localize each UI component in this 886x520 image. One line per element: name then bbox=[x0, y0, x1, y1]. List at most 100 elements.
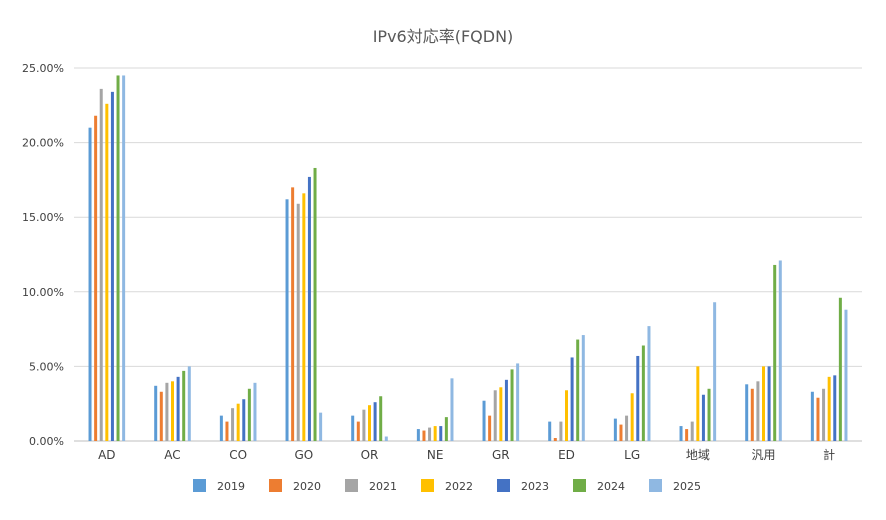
bar-2023-NE bbox=[439, 426, 443, 441]
bar-2019-AD bbox=[88, 127, 92, 442]
bar-2020-OR bbox=[356, 421, 360, 441]
bar-2021-AC bbox=[165, 382, 169, 441]
x-tick-label: NE bbox=[427, 448, 444, 462]
legend-label-2021: 2021 bbox=[369, 480, 397, 493]
bar-2024-計 bbox=[838, 297, 842, 441]
y-axis-tick-labels: 0.00% 5.00% 10.00% 15.00% 20.00% 25.00% bbox=[22, 62, 64, 448]
bar-2024-ED bbox=[576, 339, 580, 441]
bar-2020-ED bbox=[553, 438, 557, 441]
bar-2023-地域 bbox=[701, 394, 705, 441]
bar-2020-計 bbox=[816, 397, 820, 441]
bar-2023-ED bbox=[570, 357, 574, 441]
bar-2019-GR bbox=[482, 400, 486, 441]
legend-label-2023: 2023 bbox=[521, 480, 549, 493]
x-tick-label: 汎用 bbox=[751, 448, 775, 462]
grid-lines bbox=[74, 67, 862, 442]
bar-2020-GR bbox=[488, 415, 492, 441]
bar-2023-汎用 bbox=[767, 366, 771, 441]
bar-2023-AD bbox=[110, 91, 114, 441]
bar-2020-LG bbox=[619, 424, 623, 441]
legend-swatch-2023 bbox=[497, 479, 510, 492]
legend-swatch-2020 bbox=[269, 479, 282, 492]
bar-2020-CO bbox=[225, 421, 229, 441]
bar-2025-OR bbox=[384, 436, 388, 441]
bar-2022-LG bbox=[630, 393, 634, 441]
bar-2024-GR bbox=[510, 369, 514, 441]
bar-2019-NE bbox=[416, 429, 420, 441]
x-tick-label: AC bbox=[164, 448, 180, 462]
bar-2021-NE bbox=[428, 427, 432, 441]
x-tick-label: 地域 bbox=[686, 448, 710, 462]
bar-2019-LG bbox=[613, 418, 617, 441]
legend-label-2019: 2019 bbox=[217, 480, 245, 493]
legend-label-2025: 2025 bbox=[673, 480, 701, 493]
bar-2019-汎用 bbox=[745, 384, 749, 441]
legend: 2019 2020 2021 2022 2023 2024 2025 bbox=[193, 479, 701, 493]
bar-2020-AD bbox=[94, 115, 98, 441]
legend-label-2022: 2022 bbox=[445, 480, 473, 493]
bar-2019-GO bbox=[285, 199, 289, 441]
bar-2025-GO bbox=[319, 412, 323, 441]
bar-2025-CO bbox=[253, 382, 257, 441]
bar-2021-GO bbox=[296, 203, 300, 441]
bar-2022-地域 bbox=[696, 366, 700, 441]
bar-2025-GR bbox=[516, 363, 520, 441]
x-tick-label: OR bbox=[361, 448, 379, 462]
bar-2019-CO bbox=[219, 415, 223, 441]
bar-2020-AC bbox=[159, 391, 163, 441]
bar-2023-AC bbox=[176, 376, 180, 441]
bar-2025-汎用 bbox=[778, 260, 782, 441]
bar-2020-GO bbox=[291, 187, 295, 441]
bar-2024-AC bbox=[182, 370, 186, 441]
x-tick-label: GO bbox=[294, 448, 313, 462]
bar-2021-地域 bbox=[690, 421, 694, 441]
bar-2022-AD bbox=[105, 103, 109, 442]
bar-2021-AD bbox=[99, 88, 103, 441]
bar-2022-CO bbox=[236, 403, 240, 441]
y-tick-label: 15.00% bbox=[22, 211, 64, 224]
bar-2021-GR bbox=[493, 390, 497, 441]
y-tick-label: 25.00% bbox=[22, 62, 64, 75]
chart-title: IPv6対応率(FQDN) bbox=[373, 27, 514, 46]
bar-2020-地域 bbox=[685, 429, 689, 441]
bar-2024-GO bbox=[313, 167, 317, 442]
bar-2022-OR bbox=[368, 405, 371, 441]
legend-swatch-2024 bbox=[573, 479, 586, 492]
bar-2022-NE bbox=[433, 426, 437, 441]
bar-2022-計 bbox=[827, 376, 831, 441]
bar-2021-LG bbox=[625, 415, 629, 441]
x-tick-label: AD bbox=[98, 448, 115, 462]
bar-2023-OR bbox=[373, 402, 377, 441]
bar-2021-CO bbox=[231, 408, 235, 441]
bar-2025-AD bbox=[122, 75, 126, 442]
bar-2021-汎用 bbox=[756, 381, 760, 441]
bar-2020-NE bbox=[422, 430, 426, 441]
bar-2019-ED bbox=[548, 421, 552, 441]
legend-swatch-2025 bbox=[649, 479, 662, 492]
bar-2023-計 bbox=[833, 375, 837, 441]
bar-2025-地域 bbox=[713, 302, 717, 441]
bar-2024-AD bbox=[116, 75, 120, 442]
bar-2019-OR bbox=[351, 415, 355, 441]
x-tick-label: GR bbox=[492, 448, 510, 462]
x-tick-label: 計 bbox=[823, 447, 835, 462]
bar-2019-AC bbox=[154, 385, 158, 441]
y-tick-label: 10.00% bbox=[22, 286, 64, 299]
x-axis-tick-labels: AD AC CO GO OR NE GR ED LG 地域 汎用 計 bbox=[98, 447, 835, 462]
bar-2025-計 bbox=[844, 309, 848, 441]
bar-2022-GO bbox=[302, 193, 306, 441]
x-tick-label: LG bbox=[624, 448, 640, 462]
bar-2022-ED bbox=[565, 390, 568, 441]
bar-2025-ED bbox=[581, 335, 585, 441]
bar-2023-CO bbox=[242, 399, 246, 441]
bar-2023-GO bbox=[307, 176, 311, 441]
bar-2025-AC bbox=[187, 366, 191, 441]
legend-swatch-2021 bbox=[345, 479, 358, 492]
bar-2022-GR bbox=[499, 387, 503, 441]
legend-label-2024: 2024 bbox=[597, 480, 625, 493]
bar-2020-汎用 bbox=[750, 388, 754, 441]
bar-2024-NE bbox=[444, 417, 448, 441]
bar-2024-CO bbox=[247, 388, 251, 441]
